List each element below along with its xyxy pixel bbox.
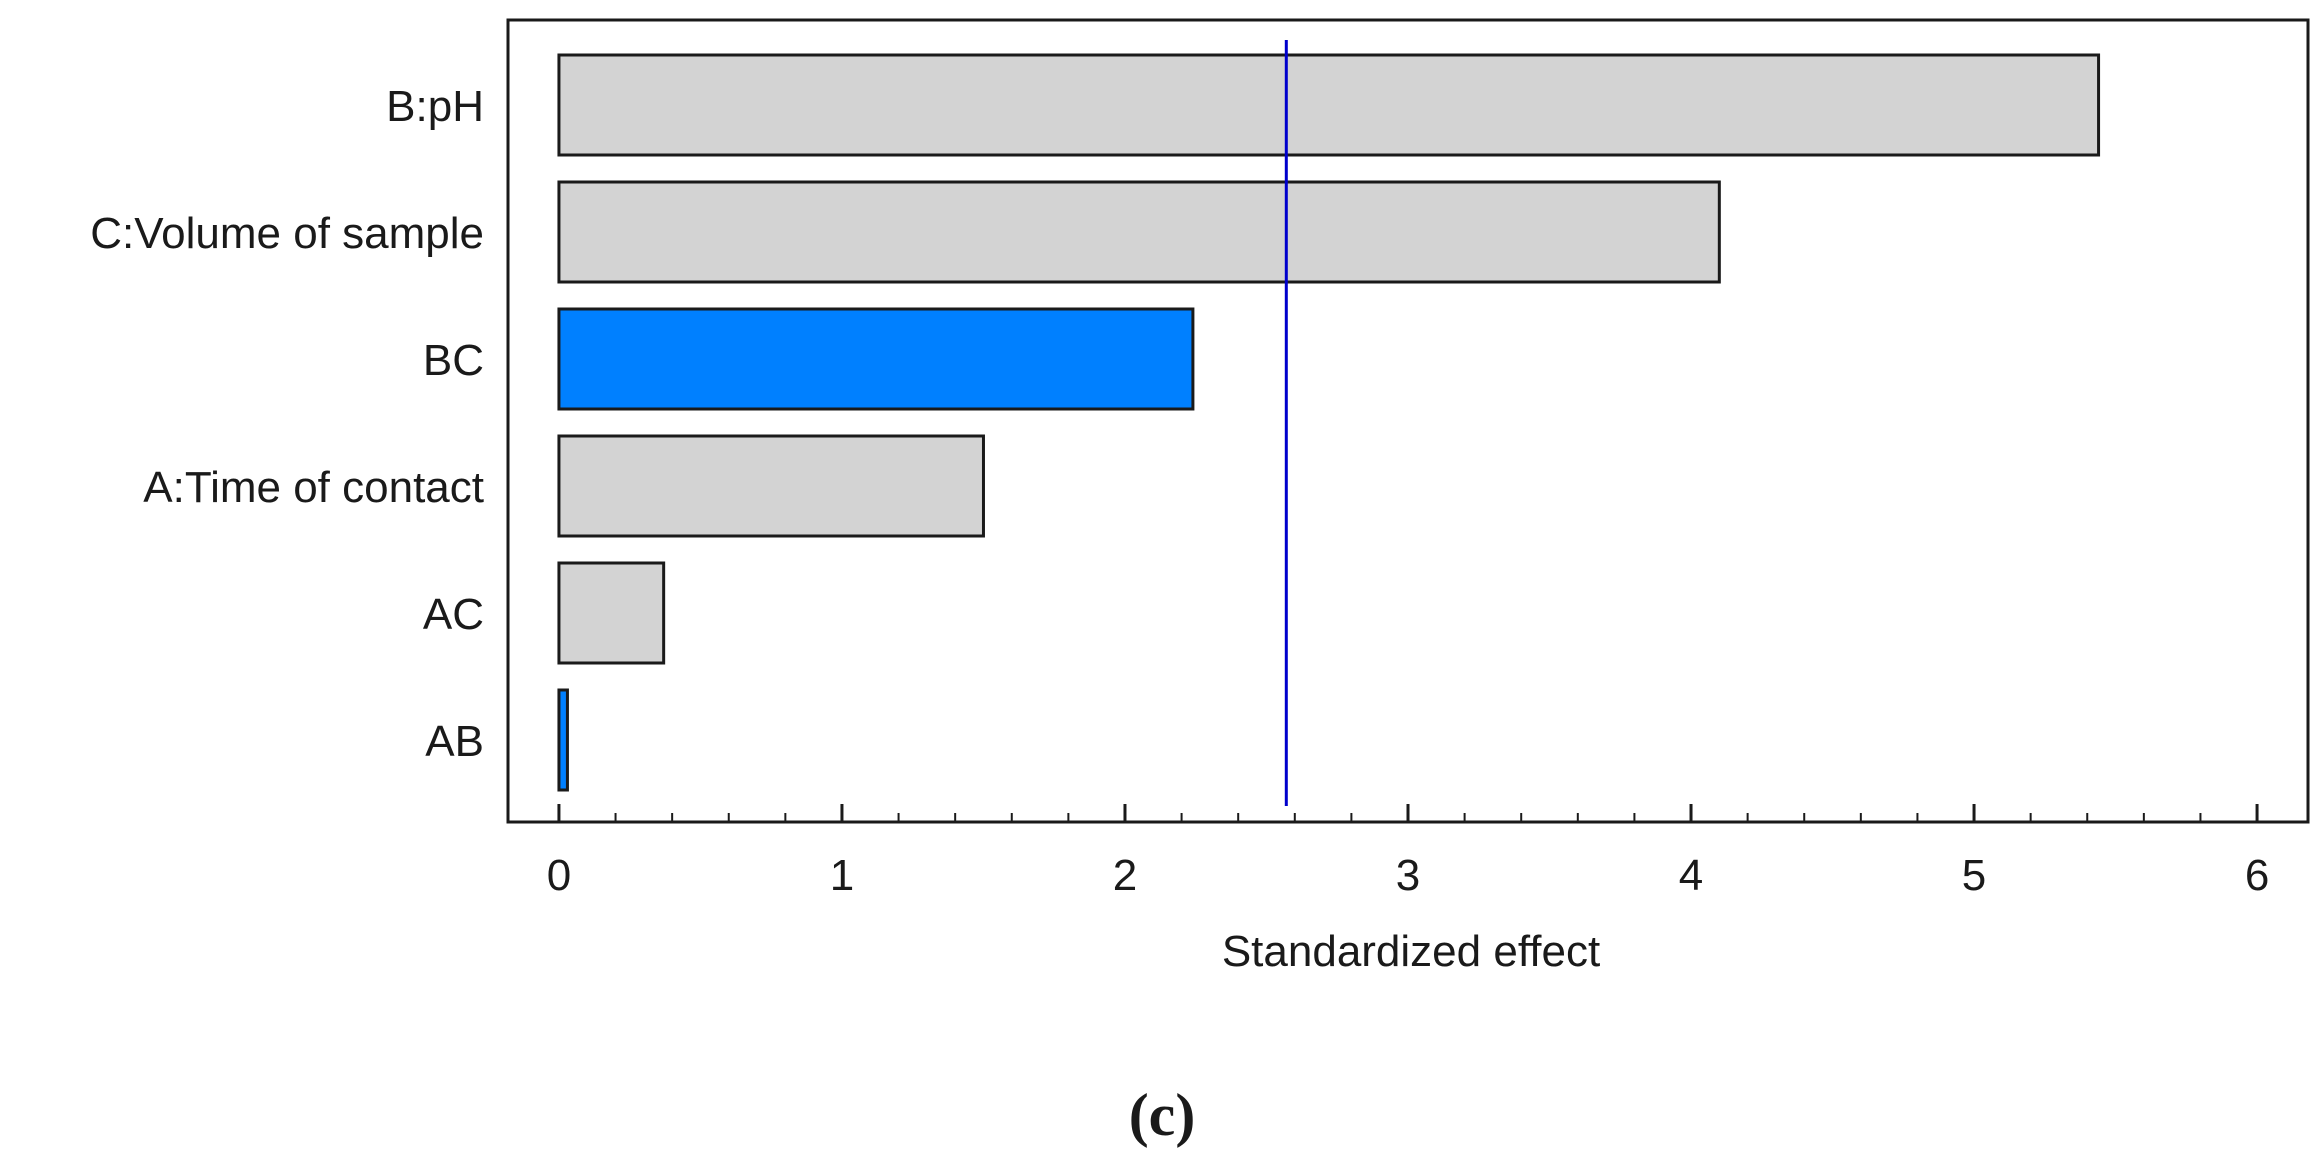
- category-label: BC: [423, 336, 484, 385]
- x-tick-label: 4: [1679, 851, 1703, 900]
- bar-ab: [557, 688, 569, 792]
- category-label: C:Volume of sample: [90, 209, 484, 258]
- x-tick-label: 0: [547, 851, 571, 900]
- category-label: AB: [425, 717, 484, 766]
- category-label: AC: [423, 590, 484, 639]
- x-tick-label: 5: [1962, 851, 1986, 900]
- bar-c-volume-of-sample: [557, 180, 1721, 284]
- x-tick-label: 3: [1396, 851, 1420, 900]
- bars-group: [557, 53, 2101, 792]
- bar-b-ph: [557, 53, 2101, 157]
- x-tick-labels: 0 1 2 3 4 5 6: [547, 851, 2270, 900]
- bar-bc: [557, 307, 1195, 411]
- x-axis-ticks: [557, 804, 2259, 822]
- x-tick-label: 6: [2245, 851, 2269, 900]
- bar-ac: [557, 561, 666, 665]
- figure-caption: (c): [1129, 1082, 1196, 1148]
- x-axis-title: Standardized effect: [1222, 927, 1600, 976]
- category-label: B:pH: [386, 82, 484, 131]
- x-tick-label: 1: [830, 851, 854, 900]
- x-tick-label: 2: [1113, 851, 1137, 900]
- bar-a-time-of-contact: [557, 434, 985, 538]
- category-label: A:Time of contact: [143, 463, 484, 512]
- category-labels: B:pH C:Volume of sample BC A:Time of contac…: [90, 82, 484, 766]
